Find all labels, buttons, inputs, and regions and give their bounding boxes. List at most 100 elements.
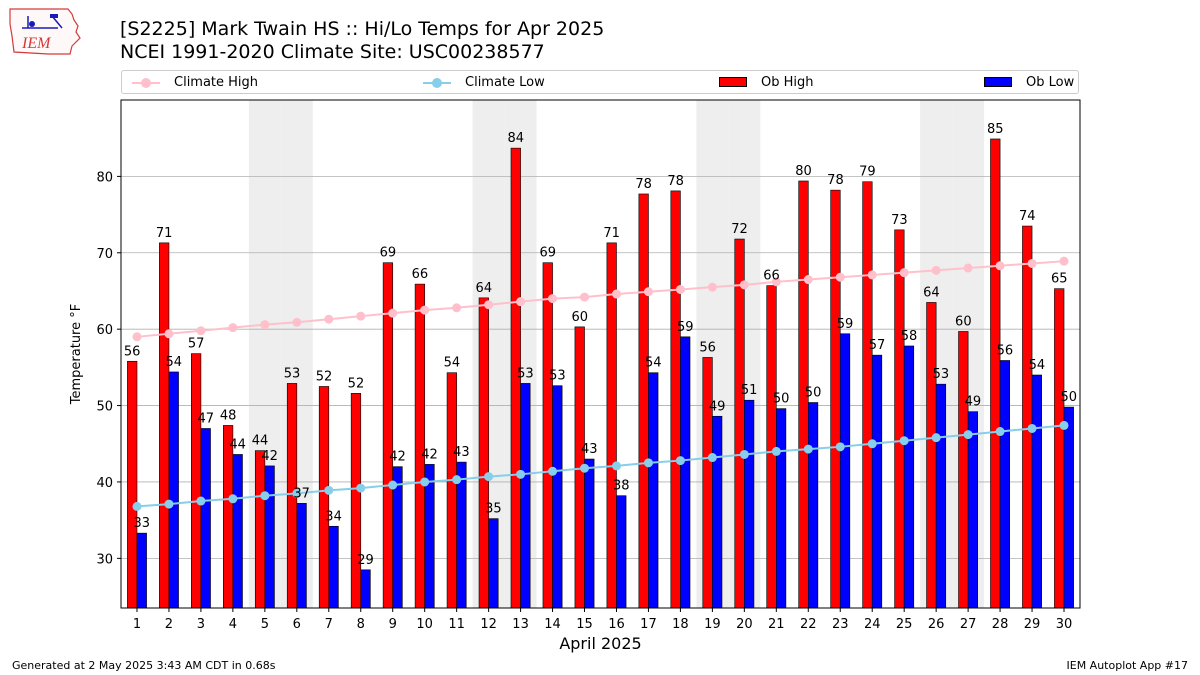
legend-label: Climate High: [174, 75, 259, 90]
x-tick-label: 11: [448, 617, 465, 632]
ob-low-bar: [552, 385, 563, 609]
ob-high-bar: [127, 360, 138, 609]
x-tick-label: 16: [608, 617, 625, 632]
ob-high-label: 69: [380, 246, 397, 261]
ob-high-bar: [830, 189, 841, 609]
ob-low-label: 35: [485, 502, 502, 517]
ob-low-bar: [712, 415, 723, 609]
x-tick-label: 15: [576, 617, 593, 632]
ob-low-label: 29: [357, 553, 374, 568]
generated-footer: Generated at 2 May 2025 3:43 AM CDT in 0…: [12, 659, 276, 672]
ob-high-bar: [766, 285, 777, 609]
climate-low-point: [388, 480, 398, 490]
climate-high-point: [995, 261, 1005, 271]
x-axis-label: April 2025: [559, 634, 641, 653]
climate-high-point: [452, 303, 462, 313]
ob-high-label: 84: [508, 131, 525, 146]
climate-high-point: [484, 300, 494, 310]
ob-high-label: 60: [571, 310, 588, 325]
ob-low-bar: [200, 428, 211, 609]
climate-low-point: [739, 449, 749, 459]
climate-low-point: [580, 463, 590, 473]
climate-low-point: [931, 433, 941, 443]
climate-high-point: [803, 275, 813, 285]
climate-high-point: [324, 314, 334, 324]
ob-high-bar: [734, 238, 745, 609]
ob-high-bar: [958, 331, 969, 609]
climate-low-point: [420, 477, 430, 487]
x-tick-label: 17: [640, 617, 657, 632]
ob-high-label: 74: [1019, 209, 1036, 224]
ob-high-label: 66: [763, 269, 780, 284]
ob-low-label: 53: [933, 367, 950, 382]
ob-low-bar: [648, 372, 659, 609]
x-tick-label: 27: [960, 617, 977, 632]
ob-low-bar: [744, 399, 755, 609]
x-tick-label: 23: [832, 617, 849, 632]
x-tick-label: 30: [1056, 617, 1073, 632]
x-tick-label: 24: [864, 617, 881, 632]
y-tick-label: 60: [96, 323, 113, 338]
ob-low-label: 38: [613, 479, 630, 494]
ob-low-label: 43: [581, 442, 598, 457]
ob-low-bar: [296, 503, 307, 609]
ob-high-label: 65: [1051, 272, 1068, 287]
x-tick-label: 8: [357, 617, 365, 632]
ob-high-bar: [670, 190, 681, 609]
ob-low-label: 59: [677, 320, 694, 335]
climate-high-point: [835, 272, 845, 282]
ob-high-label: 71: [603, 226, 620, 241]
ob-low-bar: [776, 408, 787, 609]
climate-low-point: [164, 499, 174, 509]
climate-low-point: [963, 430, 973, 440]
x-tick-label: 20: [736, 617, 753, 632]
ob-low-label: 51: [741, 383, 758, 398]
x-tick-label: 4: [229, 617, 237, 632]
ob-low-label: 56: [997, 343, 1014, 358]
ob-high-label: 52: [348, 376, 365, 391]
ob-low-bar: [1063, 406, 1074, 609]
climate-high-point: [867, 270, 877, 280]
climate-high-point: [963, 263, 973, 273]
ob-high-label: 56: [699, 340, 716, 355]
ob-high-bar: [350, 393, 362, 609]
climate-low-line: [136, 424, 1065, 508]
ob-low-label: 43: [453, 445, 470, 460]
ob-low-label: 57: [869, 338, 886, 353]
ob-high-bar: [894, 229, 905, 609]
climate-high-point: [388, 308, 398, 318]
ob-low-label: 50: [773, 392, 790, 407]
climate-high-point: [931, 265, 941, 275]
climate-low-point: [356, 483, 366, 493]
climate-high-point: [548, 294, 558, 304]
ob-high-label: 52: [316, 369, 333, 384]
ob-high-bar: [159, 242, 170, 609]
x-tick-label: 12: [480, 617, 497, 632]
ob-high-label: 80: [795, 164, 812, 179]
y-tick-label: 70: [96, 247, 113, 262]
climate-high-line: [136, 260, 1065, 338]
climate-low-point: [548, 466, 558, 476]
climate-low-point: [867, 439, 877, 449]
ob-low-label: 37: [293, 486, 310, 501]
climate-low-point: [132, 501, 142, 511]
climate-low-point: [228, 494, 238, 504]
x-tick-label: 19: [704, 617, 721, 632]
ob-low-label: 42: [261, 449, 278, 464]
iem-logo: IEM: [8, 6, 82, 58]
climate-high-point: [580, 292, 590, 302]
ob-high-label: 44: [252, 434, 269, 449]
climate-high-point: [643, 287, 653, 297]
x-tick-label: 26: [928, 617, 945, 632]
y-axis-label: Temperature °F: [69, 304, 84, 405]
climate-high-point: [771, 277, 781, 287]
ob-high-bar: [318, 386, 330, 609]
ob-low-bar: [584, 458, 595, 609]
climate-low-point: [675, 456, 685, 466]
x-tick-label: 29: [1024, 617, 1041, 632]
x-tick-label: 1: [133, 617, 141, 632]
ob-low-bar: [999, 360, 1010, 609]
climate-low-point: [1027, 423, 1037, 433]
ob-low-bar: [520, 383, 531, 609]
